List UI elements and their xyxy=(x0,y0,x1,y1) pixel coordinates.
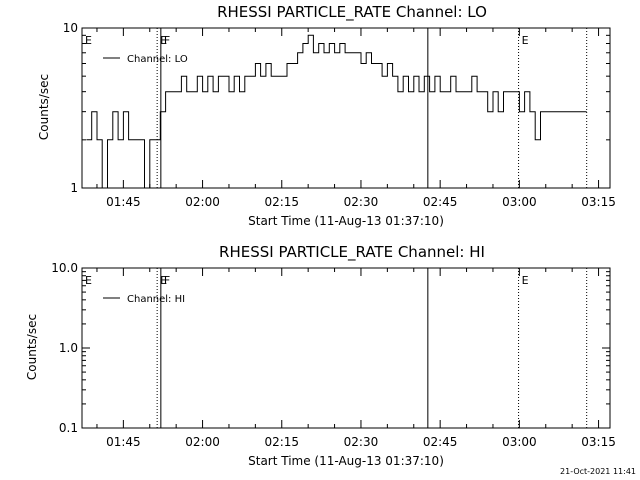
event-marker-label: F xyxy=(164,274,170,287)
x-tick-label: 03:00 xyxy=(502,435,537,449)
y-axis-label-lo: Counts/sec xyxy=(37,74,51,140)
x-tick-label: 01:45 xyxy=(106,435,141,449)
x-tick-label: 02:15 xyxy=(264,195,299,209)
series-line-lo xyxy=(86,34,587,189)
chart-panel-hi: RHESSI PARTICLE_RATE Channel: HI Start T… xyxy=(25,243,616,468)
x-tick-label: 02:00 xyxy=(185,435,220,449)
x-tick-label: 02:00 xyxy=(185,195,220,209)
y-axis-label-hi: Counts/sec xyxy=(25,314,39,380)
x-tick-label: 03:15 xyxy=(581,435,616,449)
footer-timestamp: 21-Oct-2021 11:41 xyxy=(560,467,636,476)
event-marker-label: E xyxy=(160,34,167,47)
chart-title-hi: RHESSI PARTICLE_RATE Channel: HI xyxy=(219,243,485,262)
y-tick-label: 1.0 xyxy=(59,341,78,355)
x-tick-label: 03:15 xyxy=(581,195,616,209)
chart-title-lo: RHESSI PARTICLE_RATE Channel: LO xyxy=(217,3,487,22)
event-marker-label: F xyxy=(164,34,170,47)
chart-panel-lo: RHESSI PARTICLE_RATE Channel: LO Start T… xyxy=(37,3,616,228)
x-tick-label: 03:00 xyxy=(502,195,537,209)
event-marker-label: E xyxy=(85,274,92,287)
x-tick-label: 02:30 xyxy=(344,195,379,209)
x-axis-label-hi: Start Time (11-Aug-13 01:37:10) xyxy=(248,454,444,468)
event-marker-label: E xyxy=(85,34,92,47)
legend-label-hi: Channel: HI xyxy=(127,294,185,305)
y-tick-label: 0.1 xyxy=(59,421,78,435)
x-tick-label: 02:45 xyxy=(423,195,458,209)
y-tick-label: 10 xyxy=(63,21,78,35)
x-tick-label: 02:30 xyxy=(344,435,379,449)
legend-label-lo: Channel: LO xyxy=(127,54,188,65)
event-marker-label: E xyxy=(160,274,167,287)
event-marker-label: E xyxy=(522,34,529,47)
x-tick-label: 01:45 xyxy=(106,195,141,209)
y-tick-label: 1 xyxy=(70,181,78,195)
y-tick-label: 10.0 xyxy=(51,261,78,275)
x-axis-label-lo: Start Time (11-Aug-13 01:37:10) xyxy=(248,214,444,228)
x-tick-label: 02:45 xyxy=(423,435,458,449)
x-tick-label: 02:15 xyxy=(264,435,299,449)
plot-frame-lo xyxy=(81,27,611,189)
event-marker-label: E xyxy=(522,274,529,287)
